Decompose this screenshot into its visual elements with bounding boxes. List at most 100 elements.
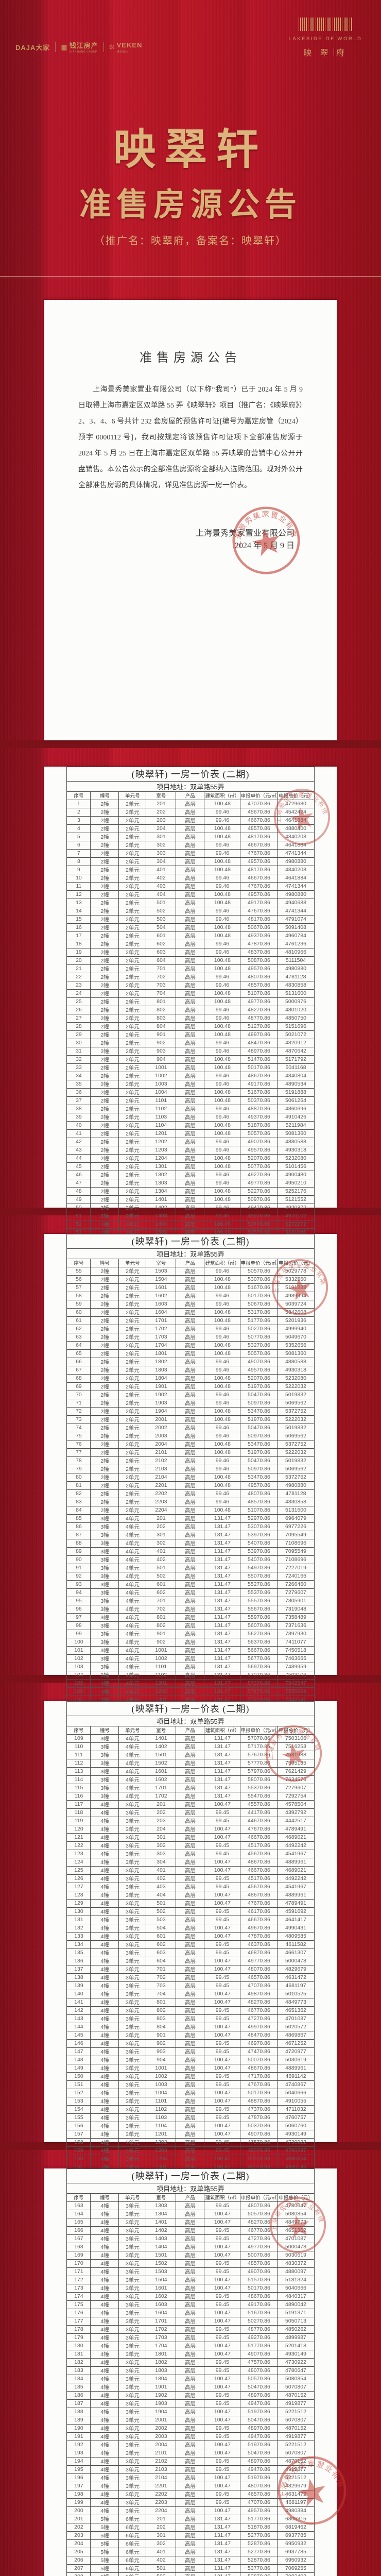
cell: 100.48 [204,1055,241,1064]
table-row: 136 4幢 3单元 604 高层 100.47 49770.86 5000478 [66,1956,315,1965]
cell: 49270.86 [240,1170,278,1179]
cell: 49070.86 [240,2129,278,2139]
table-row: 12 2幢 2单元 404 高层 100.48 49570.86 4980880 [66,890,315,899]
cell: 99.46 [204,1203,241,1212]
cell: 5191371 [277,2308,315,2317]
cell: 2单元 [118,1456,147,1465]
table-row: 146 4幢 3单元 902 高层 99.45 46970.86 4671252 [66,2039,315,2048]
cell: 99.45 [204,2039,241,2048]
table-row: 35 2幢 2单元 1003 高层 99.46 49170.86 4890534 [66,1079,315,1089]
table-row: 59 2幢 2单元 1603 高层 99.46 50670.86 5039724 [66,1299,315,1309]
cell: 4711032 [277,2105,315,2114]
cell: 高层 [176,1964,205,1974]
cell: 4492242 [277,1874,315,1883]
table-row: 7 2幢 2单元 303 高层 99.46 47670.86 4741344 [66,849,315,858]
cell: 高层 [176,2055,205,2064]
cell: 4870642 [277,1046,315,1056]
cell: 5221512 [277,2473,315,2482]
cell: 99.45 [204,2072,241,2081]
cell: 4830858 [277,980,315,990]
cell: 高层 [176,2234,205,2243]
cell: 131.47 [204,2555,241,2565]
cell: 5151696 [277,1022,315,1031]
cell: 49970.86 [240,2022,278,2031]
cell: 1703 [146,2333,177,2342]
cell: 2单元 [118,1374,147,1383]
cell: 302 [146,2539,177,2548]
cell: 46670.86 [240,840,278,850]
cell: 99.46 [204,1398,241,1408]
cell-seq: 19 [66,947,91,957]
cell: 99.45 [204,2489,241,2499]
table-row: 37 2幢 2单元 1101 高层 100.48 50370.86 5061264 [66,1096,315,1105]
table-row: 5 2幢 2单元 301 高层 100.48 48170.86 4840208 [66,832,315,841]
cell: 高层 [176,1588,205,1597]
cell: 4980880 [277,857,315,866]
cell: 高层 [176,1357,205,1366]
cell: 高层 [176,1431,205,1440]
cell: 3幢 [90,1750,119,1759]
table-row: 197 4幢 3单元 2201 高层 100.47 48070.86 4829679 [66,2481,315,2490]
cell: 4930318 [277,1365,315,1375]
table-row: 13 2幢 2单元 501 高层 100.48 49170.86 4940688 [66,898,315,907]
cell: 7266460 [277,1580,315,1589]
cell: 3单元 [118,2374,147,2383]
column-header: 单元号 [118,1725,147,1735]
cell: 2单元 [118,1022,147,1031]
cell: 2幢 [90,906,119,916]
table-row: 11 2幢 2单元 403 高层 99.46 47670.86 4741344 [66,882,315,891]
cell: 6单元 [118,2572,147,2576]
cell: 2幢 [90,832,119,841]
cell: 131.47 [204,1563,241,1572]
cell: 131.47 [204,1547,241,1556]
cell: 100.48 [204,824,241,833]
cell: 高层 [176,2432,205,2441]
cell: 4幢 [90,1907,119,1916]
cell: 100.47 [204,2374,241,2383]
cell: 131.47 [204,1522,241,1531]
cell: 49770.86 [240,997,278,1006]
cell-seq: 84 [66,1505,91,1515]
cell: 4幢 [90,2349,119,2359]
cell: 高层 [176,2564,205,2573]
cell: 3单元 [118,2113,147,2122]
cell: 2幢 [90,1316,119,1325]
cell: 401 [146,1866,177,1875]
cell: 100.48 [204,1374,241,1383]
cell: 5幢 [90,2572,119,2576]
cell: 7279607 [277,1783,315,1792]
cell: 903 [146,2047,177,2056]
cell: 57170.86 [240,1742,278,1751]
cell: 高层 [176,1349,205,1358]
cell: 4幢 [90,2217,119,2227]
cell: 2单元 [118,857,147,866]
cell: 高层 [176,1775,205,1784]
cell: 4850262 [277,2325,315,2334]
cell-seq: 208 [66,2572,91,2576]
cell: 803 [146,1013,177,1023]
cell: 100.48 [204,1308,241,1317]
cell: 4幢 [90,2022,119,2031]
cell: 4幢 [90,2382,119,2392]
cell: 46170.86 [240,1907,278,1916]
cell-seq: 191 [66,2432,91,2441]
cell: 100.48 [204,799,241,808]
cell: 401 [146,865,177,874]
table-row: 204 5幢 6单元 302 高层 131.47 52870.86 6950932 [66,2539,315,2548]
cell-seq: 81 [66,1481,91,1490]
cell: 57970.86 [240,1767,278,1776]
cell: 7516253 [277,1742,315,1751]
cell-seq: 18 [66,939,91,948]
cell: 2单元 [118,1357,147,1366]
cell: 4幢 [90,1849,119,1858]
cell: 53270.86 [240,1341,278,1350]
column-header: 序号 [66,1258,91,1267]
cell: 5372752 [277,1439,315,1449]
cell: 56670.86 [240,1646,278,1655]
cell: 4910426 [277,1112,315,1122]
cell: 3幢 [90,1662,119,1671]
cell: 402 [146,1555,177,1564]
cell: 2单元 [118,914,147,924]
table-row: 74 2幢 2单元 2002 高层 99.46 50470.86 5019832 [66,1423,315,1432]
cell: 高层 [176,1145,205,1155]
